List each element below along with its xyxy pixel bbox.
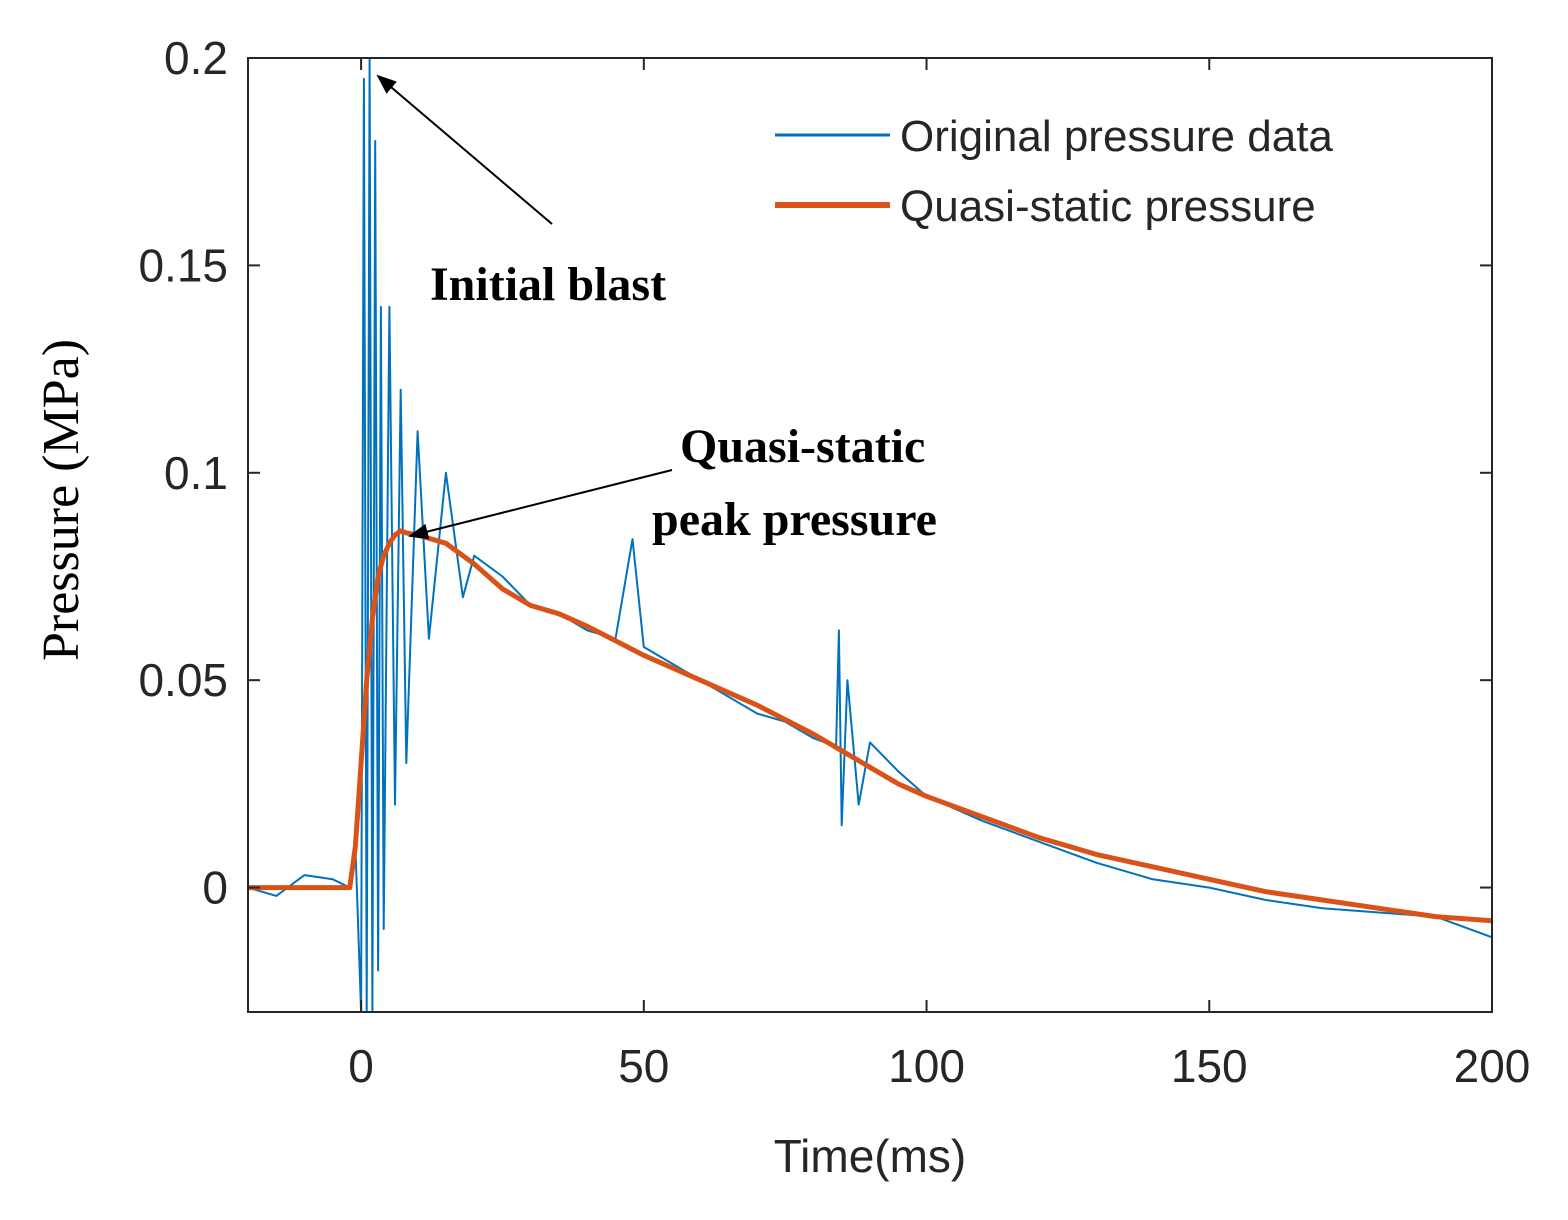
x-tick-label: 200: [1454, 1040, 1531, 1092]
annotation-quasi-static-line1: Quasi-static: [680, 420, 925, 473]
legend-label-quasi-static: Quasi-static pressure: [900, 182, 1316, 231]
series-line-original: [248, 58, 1492, 1012]
annotation-quasi-static-peak: Quasi-static peak pressure: [408, 420, 937, 546]
plot-frame: [247, 57, 1493, 1013]
x-tick-label: 0: [348, 1040, 374, 1092]
annotation-initial-blast: Initial blast: [376, 74, 666, 311]
y-tick-label: 0.05: [138, 654, 228, 706]
y-tick-label: 0: [202, 862, 228, 914]
annotation-quasi-static-arrow: [408, 469, 673, 540]
x-tick-label: 150: [1171, 1040, 1248, 1092]
x-tick-label: 100: [888, 1040, 965, 1092]
y-tick-label: 0.2: [164, 32, 228, 84]
annotation-initial-blast-text: Initial blast: [430, 258, 666, 311]
y-axis-title: Pressure (MPa): [33, 339, 90, 661]
y-tick-label: 0.15: [138, 239, 228, 291]
series-layer: [248, 58, 1492, 1012]
legend: Original pressure data Quasi-static pres…: [775, 112, 1333, 231]
y-tick-label: 0.1: [164, 447, 228, 499]
annotation-initial-blast-arrow: [376, 74, 553, 225]
ticks-layer: 0 50 100 150 200 0 0.05 0.1 0.15 0.2: [138, 32, 1530, 1092]
annotation-quasi-static-line2: peak pressure: [652, 493, 937, 546]
x-axis-title: Time(ms): [774, 1130, 966, 1182]
x-tick-label: 50: [618, 1040, 669, 1092]
legend-label-original: Original pressure data: [900, 112, 1333, 161]
series-line-quasi-static: [248, 528, 1492, 924]
